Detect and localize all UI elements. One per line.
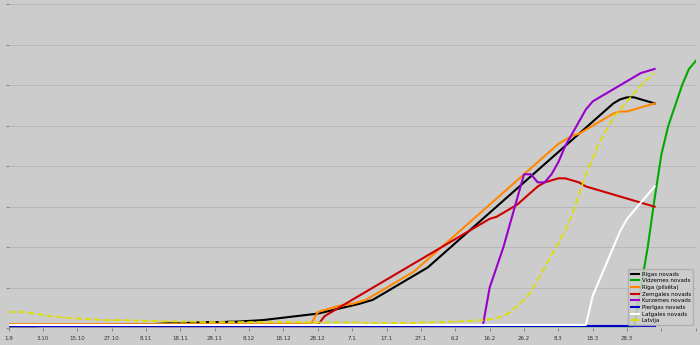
Legend: Rīgas novads, Vidzemes novads, Rīga (pilsēta), Zemgales novads, Kurzemes novads,: Rīgas novads, Vidzemes novads, Rīga (pil… xyxy=(629,269,693,325)
